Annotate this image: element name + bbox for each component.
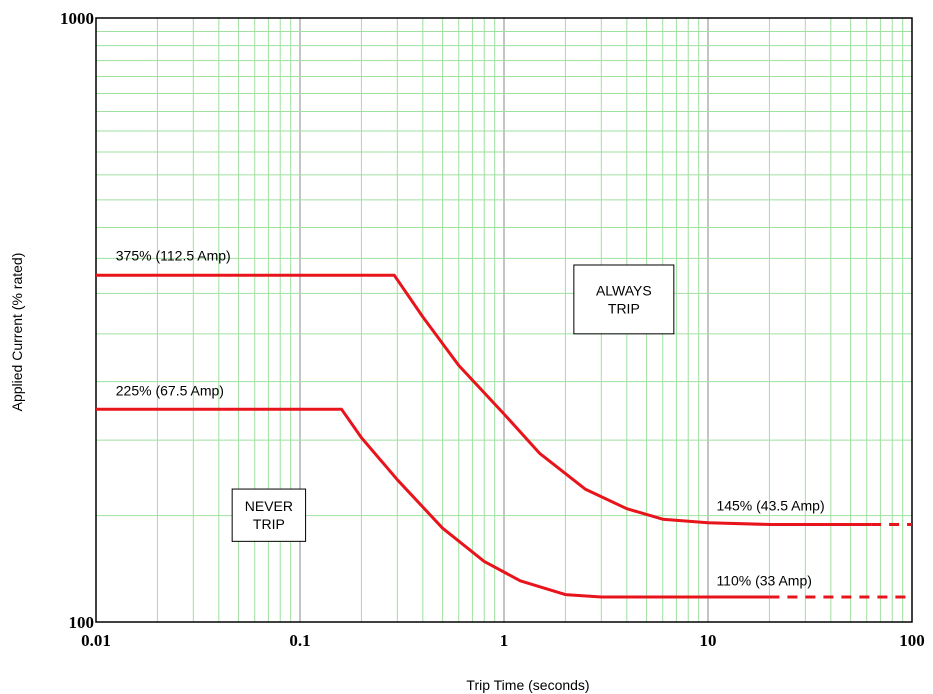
x-tick-label: 10 — [700, 631, 717, 650]
x-axis-label: Trip Time (seconds) — [466, 677, 589, 693]
tick-labels: 0.01 0.1 1 10 100 100 1000 — [60, 9, 925, 650]
grid — [96, 18, 912, 622]
x-tick-label: 100 — [899, 631, 925, 650]
x-tick-label: 1 — [500, 631, 509, 650]
curve-label: 375% (112.5 Amp) — [116, 247, 231, 263]
curve-label: 110% (33 Amp) — [716, 572, 811, 588]
region-label: TRIP — [608, 300, 640, 316]
region-labels: ALWAYS TRIP NEVER TRIP — [231, 264, 675, 542]
region-label: NEVER — [245, 498, 293, 514]
curve-labels: 375% (112.5 Amp) 225% (67.5 Amp) 145% (43.… — [116, 247, 825, 588]
trip-curve-1 — [96, 273, 872, 526]
curve-label: 225% (67.5 Amp) — [116, 383, 224, 399]
trip-curve-2 — [96, 407, 770, 599]
region-box — [231, 488, 307, 542]
y-tick-label: 100 — [69, 613, 95, 632]
curve-label: 145% (43.5 Amp) — [716, 497, 824, 513]
y-tick-label: 1000 — [60, 9, 94, 28]
region-label: ALWAYS — [596, 282, 652, 298]
region-box — [573, 264, 675, 335]
x-tick-label: 0.1 — [289, 631, 310, 650]
x-tick-label: 0.01 — [81, 631, 111, 650]
region-label: TRIP — [253, 516, 285, 532]
y-axis-label: Applied Current (% rated) — [9, 253, 25, 412]
plot-frame — [95, 17, 913, 623]
curves — [96, 273, 912, 599]
